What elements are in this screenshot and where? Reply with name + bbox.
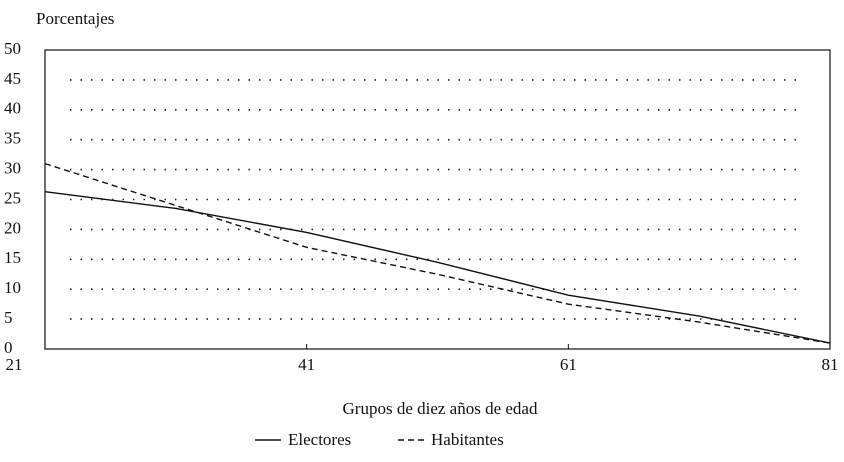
- y-tick-label: 0: [4, 338, 13, 357]
- y-tick-label: 20: [4, 218, 21, 237]
- legend-label: Electores: [288, 430, 351, 449]
- y-tick-label: 15: [4, 248, 21, 267]
- y-axis-title: Porcentajes: [36, 9, 114, 28]
- series-line: [44, 162, 831, 344]
- legend-label: Habitantes: [431, 430, 504, 449]
- x-axis-title: Grupos de diez años de edad: [343, 399, 538, 418]
- y-tick-label: 10: [4, 278, 21, 297]
- x-tick-label: 61: [560, 355, 577, 374]
- x-tick-label: 41: [298, 355, 315, 374]
- y-tick-label: 25: [4, 188, 21, 207]
- x-tick-label: 81: [822, 355, 839, 374]
- y-tick-label: 30: [4, 159, 21, 178]
- y-tick-label: 40: [4, 99, 21, 118]
- series-line: [44, 191, 831, 344]
- y-tick-label: 35: [4, 129, 21, 148]
- y-tick-label: 50: [4, 39, 21, 58]
- y-tick-label: 45: [4, 69, 21, 88]
- y-tick-label: 5: [4, 308, 13, 327]
- x-tick-label: 21: [6, 355, 23, 374]
- plot-frame: [44, 49, 831, 350]
